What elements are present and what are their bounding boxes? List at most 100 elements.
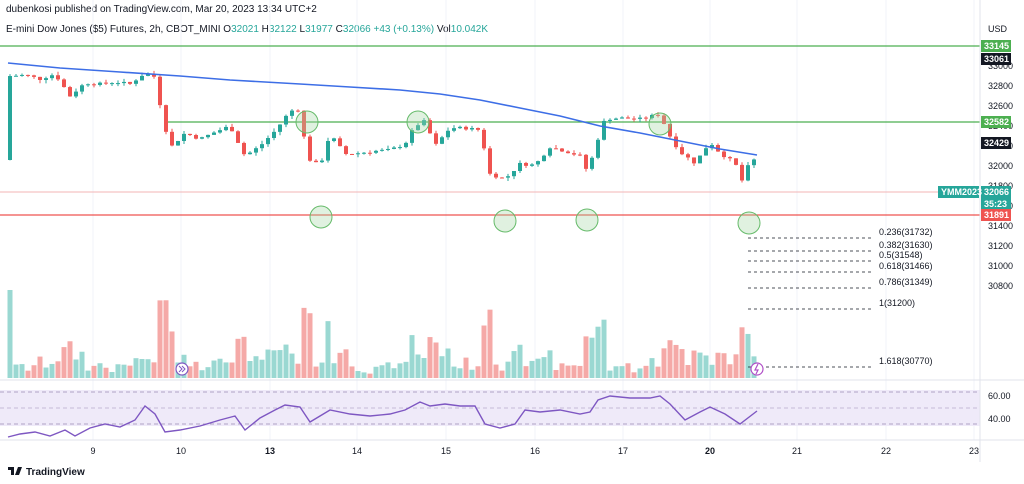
candle-body <box>470 127 474 130</box>
volume-bar <box>535 358 541 378</box>
price-axis[interactable]: 3300032800326003240032200320003180031600… <box>988 61 1013 291</box>
volume-bar <box>607 370 613 378</box>
forward-arrow-icon[interactable] <box>175 362 189 376</box>
ohlc-high-label: H <box>261 24 269 35</box>
volume-bar <box>163 300 169 378</box>
candle-body <box>350 153 354 155</box>
symbol-name[interactable]: E-mini Dow Jones ($5) Futures, 2h, CBOT_… <box>6 24 221 35</box>
rsi-axis-label: 60.00 <box>988 391 1011 401</box>
time-axis-label: 16 <box>530 446 540 456</box>
price-axis-label: 31000 <box>988 261 1013 271</box>
volume-bar <box>685 365 691 378</box>
pivot-circle[interactable] <box>295 110 319 134</box>
volume-bar <box>133 358 139 378</box>
candle-body <box>446 130 450 138</box>
pivot-circle[interactable] <box>648 112 672 136</box>
candle-body <box>416 125 420 131</box>
volume-bar <box>79 351 85 378</box>
candle-body <box>170 131 174 146</box>
volume-bar <box>625 363 631 378</box>
candle-body <box>182 133 186 141</box>
candle-body <box>542 155 546 162</box>
fibonacci-levels[interactable]: 0.236(31732) 0.382(31630)0.5(31548)0.618(… <box>748 227 933 368</box>
price-axis-label: 33000 <box>988 61 1013 71</box>
price-axis-label: 32600 <box>988 101 1013 111</box>
candle-body <box>260 144 264 149</box>
volume-bar <box>613 366 619 378</box>
candle-body <box>320 160 324 163</box>
candle-body <box>734 158 738 165</box>
volume-bar <box>643 365 649 378</box>
candle-body <box>632 118 636 120</box>
candle-body <box>188 133 192 136</box>
lightning-icon[interactable] <box>750 362 764 376</box>
volume-bar <box>457 368 463 378</box>
volume-bar <box>673 344 679 378</box>
volume-bar <box>637 368 643 378</box>
candle-body <box>92 84 96 86</box>
time-axis-label: 14 <box>352 446 362 456</box>
volume-bar <box>187 366 193 378</box>
candle-body <box>458 126 462 129</box>
pivot-circle[interactable] <box>406 110 430 134</box>
pivot-circle[interactable] <box>493 209 517 233</box>
candle-body <box>206 134 210 138</box>
volume-bar <box>127 365 133 378</box>
tradingview-brand: TradingView <box>26 467 85 478</box>
candle-body <box>200 137 204 139</box>
price-axis-label: 30800 <box>988 281 1013 291</box>
time-axis[interactable]: 9 10 13 14 15 16 17 20 21 22 23 <box>90 446 979 456</box>
candle-body <box>146 73 150 76</box>
candle-body <box>356 153 360 155</box>
time-axis-label: 23 <box>969 446 979 456</box>
candle-body <box>104 82 108 84</box>
volume-bar <box>349 366 355 378</box>
candle-body <box>662 115 666 124</box>
volume-bar <box>445 348 451 378</box>
candle-body <box>44 78 48 80</box>
candle-body <box>368 152 372 154</box>
candle-body <box>290 110 294 116</box>
volume-bar <box>361 372 367 378</box>
volume-bar <box>325 321 331 378</box>
currency-label: USD <box>988 24 1008 34</box>
volume-bar <box>97 363 103 378</box>
volume-bar <box>541 357 547 378</box>
price-axis-label: 32800 <box>988 81 1013 91</box>
fib-label: 0.786(31349) <box>879 277 933 287</box>
volume-bar <box>199 370 205 378</box>
candle-body <box>308 136 312 161</box>
pivot-circles[interactable] <box>295 110 761 235</box>
volume-bar <box>109 371 115 378</box>
candle-body <box>110 83 114 85</box>
time-axis-label: 13 <box>265 446 275 456</box>
rsi-axis[interactable]: 60.00 40.00 <box>988 391 1011 424</box>
candle-body <box>596 139 600 158</box>
volume-bar <box>259 359 265 378</box>
candle-body <box>230 126 234 132</box>
candle-body <box>566 151 570 154</box>
ohlc-low-label: L <box>299 24 306 35</box>
candle-body <box>488 148 492 174</box>
volume-bar <box>49 363 55 378</box>
time-axis-label: 20 <box>705 446 715 456</box>
candle-body <box>242 142 246 155</box>
pivot-circle[interactable] <box>737 211 761 235</box>
candle-body <box>602 120 606 140</box>
candle-body <box>506 176 510 178</box>
volume-bar <box>229 362 235 378</box>
volume-bar <box>553 370 559 378</box>
price-tag <box>981 198 1011 210</box>
volume-bar <box>733 354 739 378</box>
volume-bar <box>475 366 481 378</box>
pivot-circle[interactable] <box>575 208 599 232</box>
pivot-circle[interactable] <box>309 205 333 229</box>
volume-bar <box>307 313 313 378</box>
volume-bar <box>451 366 457 378</box>
volume-bar <box>241 336 247 378</box>
volume-bars <box>7 290 757 378</box>
volume-bar <box>721 353 727 378</box>
footer[interactable]: TradingView <box>8 466 85 479</box>
